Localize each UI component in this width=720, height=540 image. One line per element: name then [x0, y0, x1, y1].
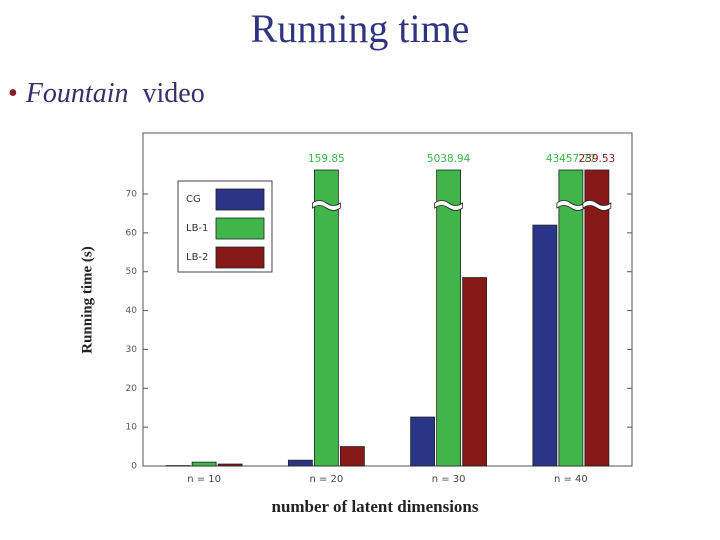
- plot-frame: [142, 132, 633, 467]
- x-tick-label: n = 40: [554, 474, 588, 485]
- legend-label: LB-2: [186, 252, 208, 263]
- x-axis-label: number of latent dimensions: [271, 497, 478, 516]
- bar: [410, 416, 436, 467]
- bullet-marker: •: [8, 78, 18, 109]
- axis-break: [556, 200, 586, 211]
- bullet-emphasis: Fountain: [25, 78, 129, 109]
- x-tick-label: n = 30: [432, 474, 466, 485]
- bar: [584, 170, 610, 467]
- bar: [217, 463, 243, 467]
- x-tick-label: n = 10: [187, 474, 221, 485]
- y-tick-label: 0: [131, 462, 137, 472]
- slide-title: Running time: [251, 6, 470, 51]
- y-tick-label: 30: [126, 345, 138, 355]
- axis-break: [582, 200, 612, 211]
- axis-break: [434, 200, 464, 211]
- value-label: 239.53: [579, 153, 616, 165]
- bar: [462, 277, 488, 467]
- bar: [532, 224, 558, 467]
- x-tick-label: n = 20: [309, 474, 343, 485]
- y-tick-label: 20: [126, 384, 138, 394]
- bar: [436, 170, 462, 467]
- bullet-text: video: [142, 78, 204, 109]
- value-label: 159.85: [308, 153, 345, 165]
- value-label: 43457.77: [546, 153, 596, 165]
- bullet-line: • Fountain video: [8, 78, 205, 109]
- bars: [165, 170, 610, 467]
- y-tick-label: 40: [126, 306, 138, 316]
- legend-swatch: [215, 246, 265, 269]
- y-tick-label: 60: [126, 228, 138, 238]
- y-tick-label: 10: [126, 423, 138, 433]
- legend-label: LB-1: [186, 223, 208, 234]
- legend-swatch: [215, 188, 265, 211]
- y-tick-label: 50: [126, 267, 138, 277]
- bar: [191, 461, 217, 467]
- bar: [339, 446, 365, 467]
- legend-label: CG: [186, 194, 201, 205]
- bar: [558, 170, 584, 467]
- bar: [287, 459, 313, 467]
- legend-swatch: [215, 217, 265, 240]
- axis-break: [311, 200, 341, 211]
- y-axis-label: Running time (s): [79, 246, 95, 354]
- bar: [313, 170, 339, 467]
- value-label: 5038.94: [427, 153, 471, 165]
- y-tick-label: 70: [126, 190, 138, 200]
